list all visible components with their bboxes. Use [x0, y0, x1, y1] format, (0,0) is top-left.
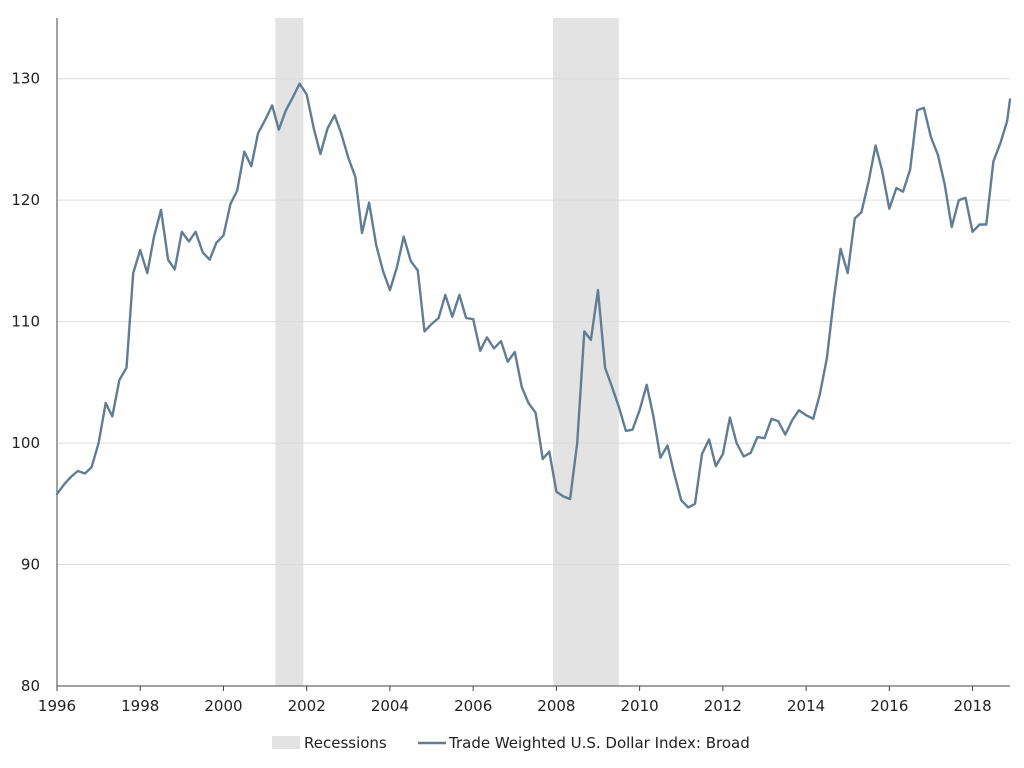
- recession-band-2: [553, 18, 619, 686]
- y-tick-label: 120: [11, 191, 40, 209]
- y-tick-label: 100: [11, 434, 40, 452]
- x-tick-label: 2016: [870, 697, 908, 715]
- legend-recession-swatch: [272, 736, 300, 749]
- x-tick-label: 2018: [953, 697, 991, 715]
- x-tick-label: 1998: [121, 697, 159, 715]
- x-tick-label: 2000: [204, 697, 242, 715]
- x-tick-label: 1996: [38, 697, 76, 715]
- y-tick-label: 130: [11, 70, 40, 88]
- x-tick-label: 2008: [537, 697, 575, 715]
- recession-bands: [275, 18, 619, 686]
- legend-series-label: Trade Weighted U.S. Dollar Index: Broad: [448, 734, 750, 752]
- legend: Recessions Trade Weighted U.S. Dollar Ind…: [272, 734, 750, 752]
- x-tick-label: 2014: [787, 697, 825, 715]
- x-tick-label: 2002: [288, 697, 326, 715]
- axes: [56, 18, 1010, 691]
- y-tick-label: 80: [21, 677, 40, 695]
- y-tick-label: 110: [11, 313, 40, 331]
- recession-band-1: [275, 18, 304, 686]
- series-lines: [55, 82, 1012, 509]
- gridlines: [57, 78, 1010, 566]
- x-tick-label: 2004: [371, 697, 409, 715]
- legend-recession-label: Recessions: [304, 734, 387, 752]
- tick-labels: 80 90 100 110 120 130 1996 1998 2000 2002 2004 2006…: [11, 70, 991, 715]
- x-tick-label: 2010: [621, 697, 659, 715]
- series-line-1: [55, 82, 1012, 509]
- x-tick-label: 2012: [704, 697, 742, 715]
- x-tick-label: 2006: [454, 697, 492, 715]
- y-tick-label: 90: [21, 556, 40, 574]
